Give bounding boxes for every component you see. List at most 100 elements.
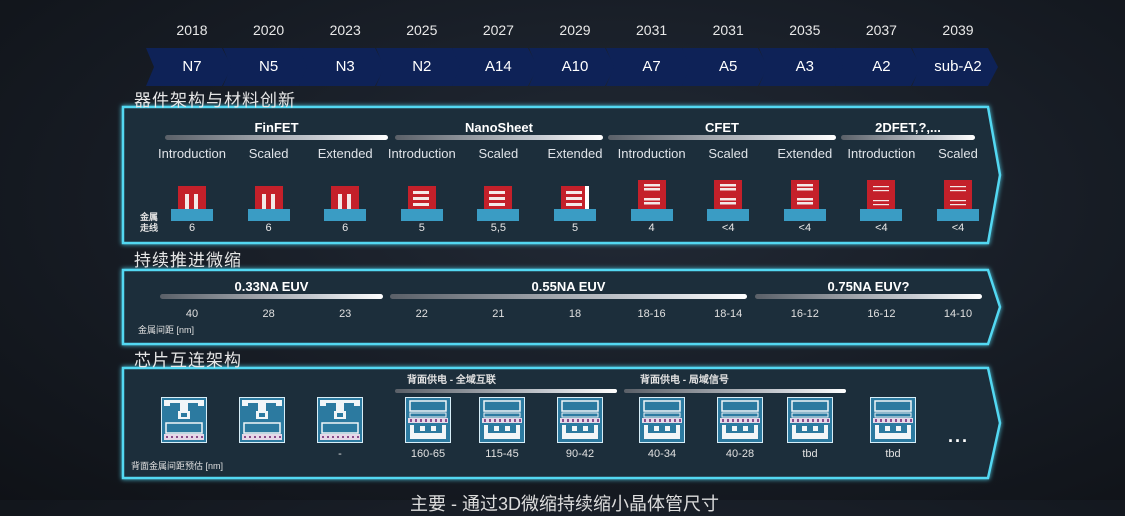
timeline-year: 2031 (636, 22, 668, 38)
timeline-chevron (299, 48, 386, 86)
frontside-interconnect-icon (239, 397, 285, 443)
timeline-node: N2 (412, 58, 432, 75)
backside-pitch-value: 40-28 (725, 448, 755, 460)
metal-track-value: <4 (875, 222, 888, 234)
group-bar (608, 135, 836, 140)
metal-pitch-value: 28 (262, 308, 275, 320)
timeline-year: 2018 (176, 22, 208, 38)
timeline-chevron (375, 48, 462, 86)
metal-pitch-value: 40 (185, 308, 199, 320)
timeline-node: N5 (259, 58, 279, 75)
backside-pitch-value: tbd (802, 448, 818, 460)
backside-pitch-value: - (338, 448, 342, 460)
timeline-node: A2 (872, 58, 891, 75)
backside-pitch-value: tbd (885, 448, 901, 460)
metal-pitch-value: 22 (415, 308, 428, 320)
backside-interconnect-icon (717, 397, 763, 443)
stage-label: Introduction (387, 146, 456, 161)
more-ellipsis: ... (948, 426, 970, 446)
metal-pitch-value: 18-16 (637, 308, 666, 320)
timeline-node: A10 (561, 58, 589, 75)
metal-track-value: 5 (571, 222, 579, 234)
timeline-chevron (529, 48, 615, 86)
backside-pitch-value: 40-34 (647, 448, 677, 460)
2dfet-device-icon (937, 180, 979, 221)
backside-interconnect-icon (479, 397, 525, 443)
metal-pitch-value: 18-14 (714, 308, 743, 320)
group-bar (395, 135, 603, 140)
stage-label: Introduction (847, 146, 916, 161)
metal-track-value: 5 (418, 222, 425, 234)
stage-label: Extended (317, 146, 373, 161)
backside-interconnect-icon (405, 397, 451, 443)
group-bar (390, 294, 747, 299)
timeline-year: 2025 (406, 22, 438, 38)
backside-interconnect-icon (870, 397, 916, 443)
metal-track-value: 6 (188, 222, 196, 234)
backside-pitch-value: 90-42 (565, 448, 595, 460)
metal-pitch-value: 23 (339, 308, 352, 320)
group-033na: 0.33NA EUV (234, 279, 309, 294)
stage-label: Scaled (938, 146, 978, 161)
stage-label: Introduction (158, 146, 226, 161)
timeline-node: A7 (642, 58, 661, 75)
timeline-node: N7 (182, 58, 202, 75)
timeline-chevron (222, 48, 309, 86)
2dfet-device-icon (860, 180, 903, 221)
metal-pitch-value: 21 (492, 308, 505, 320)
interconnect-section-title: 芯片互连架构 (134, 351, 242, 370)
timeline-year: 2031 (712, 22, 744, 38)
timeline-year: 2020 (253, 22, 285, 38)
metal-track-value: 4 (648, 222, 655, 234)
metal-pitch-label: 金属间距 [nm] (138, 325, 195, 335)
stage-label: Scaled (708, 146, 749, 161)
timeline-year: 2039 (942, 22, 974, 38)
backside-pitch-label: 背面金属间距预估 [nm] (131, 461, 224, 471)
stage-label: Scaled (248, 146, 289, 161)
group-nanosheet: NanoSheet (465, 120, 533, 135)
backside-pitch-value: 115-45 (485, 448, 519, 460)
timeline-node: sub-A2 (934, 58, 982, 75)
group-055na: 0.55NA EUV (531, 279, 606, 294)
nanosheet-device-icon (400, 186, 443, 221)
timeline-chevron (912, 48, 998, 86)
metal-tracks-label: 金属 走线 (140, 212, 159, 233)
timeline-node: N3 (335, 58, 355, 75)
metal-pitch-value: 16-12 (790, 308, 819, 320)
stage-label: Scaled (478, 146, 519, 161)
timeline-node: A3 (795, 58, 814, 75)
stage-label: Extended (547, 146, 603, 161)
metal-track-value: 5,5 (490, 222, 507, 234)
timeline-year: 2029 (559, 22, 591, 38)
group-bar (165, 135, 388, 140)
nanosheet-device-icon (477, 186, 520, 221)
backside-pitch-value: 160-65 (410, 448, 446, 460)
timeline-chevron (146, 48, 232, 86)
group-bar (624, 389, 846, 393)
timeline-year: 2023 (329, 22, 361, 38)
timeline-chevron (452, 48, 539, 86)
cfet-device-icon (630, 180, 673, 221)
device-section-title: 器件架构与材料创新 (134, 91, 296, 110)
finfet-device-icon (171, 186, 213, 221)
group-cfet: CFET (705, 120, 739, 135)
backside-interconnect-icon (787, 397, 833, 443)
metal-track-value: 6 (265, 222, 272, 234)
group-075na: 0.75NA EUV? (827, 279, 910, 294)
metal-pitch-value: 18 (568, 308, 582, 320)
group-finfet: FinFET (254, 120, 299, 135)
timeline-node: A5 (719, 58, 738, 75)
group-bar (841, 135, 975, 140)
metal-track-value: <4 (721, 222, 735, 234)
timeline-chevron (605, 48, 692, 86)
timeline-chevron (835, 48, 922, 86)
finfet-device-icon (324, 186, 367, 221)
scaling-frame (121, 268, 1002, 346)
finfet-device-icon (247, 186, 290, 221)
group-backside-global: 背面供电 - 全域互联 (407, 375, 496, 386)
timeline-year: 2037 (865, 22, 897, 38)
group-2dfet: 2DFET,?,... (875, 120, 941, 135)
stage-label: Extended (777, 146, 833, 161)
stage-label: Introduction (617, 146, 686, 161)
timeline-chevron (682, 48, 769, 86)
